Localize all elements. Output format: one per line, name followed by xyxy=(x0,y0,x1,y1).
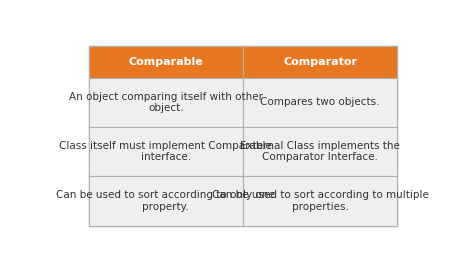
Bar xyxy=(89,78,243,127)
Bar xyxy=(89,46,397,226)
Bar xyxy=(243,78,397,127)
Text: Compares two objects.: Compares two objects. xyxy=(260,97,380,107)
Text: Comparable: Comparable xyxy=(128,57,203,67)
Text: Comparator: Comparator xyxy=(283,57,357,67)
Bar xyxy=(243,127,397,176)
Bar xyxy=(243,46,397,78)
Text: External Class implements the
Comparator Interface.: External Class implements the Comparator… xyxy=(240,141,400,162)
Bar xyxy=(89,127,243,176)
Bar xyxy=(89,46,243,78)
Text: Can be used to sort according to only one
property.: Can be used to sort according to only on… xyxy=(56,190,275,212)
Text: An object comparing itself with other
object.: An object comparing itself with other ob… xyxy=(69,92,263,113)
Bar xyxy=(89,176,243,226)
Text: Can be used to sort according to multiple
properties.: Can be used to sort according to multipl… xyxy=(211,190,428,212)
Text: Class itself must implement Comparable
interface.: Class itself must implement Comparable i… xyxy=(59,141,272,162)
Bar xyxy=(243,176,397,226)
